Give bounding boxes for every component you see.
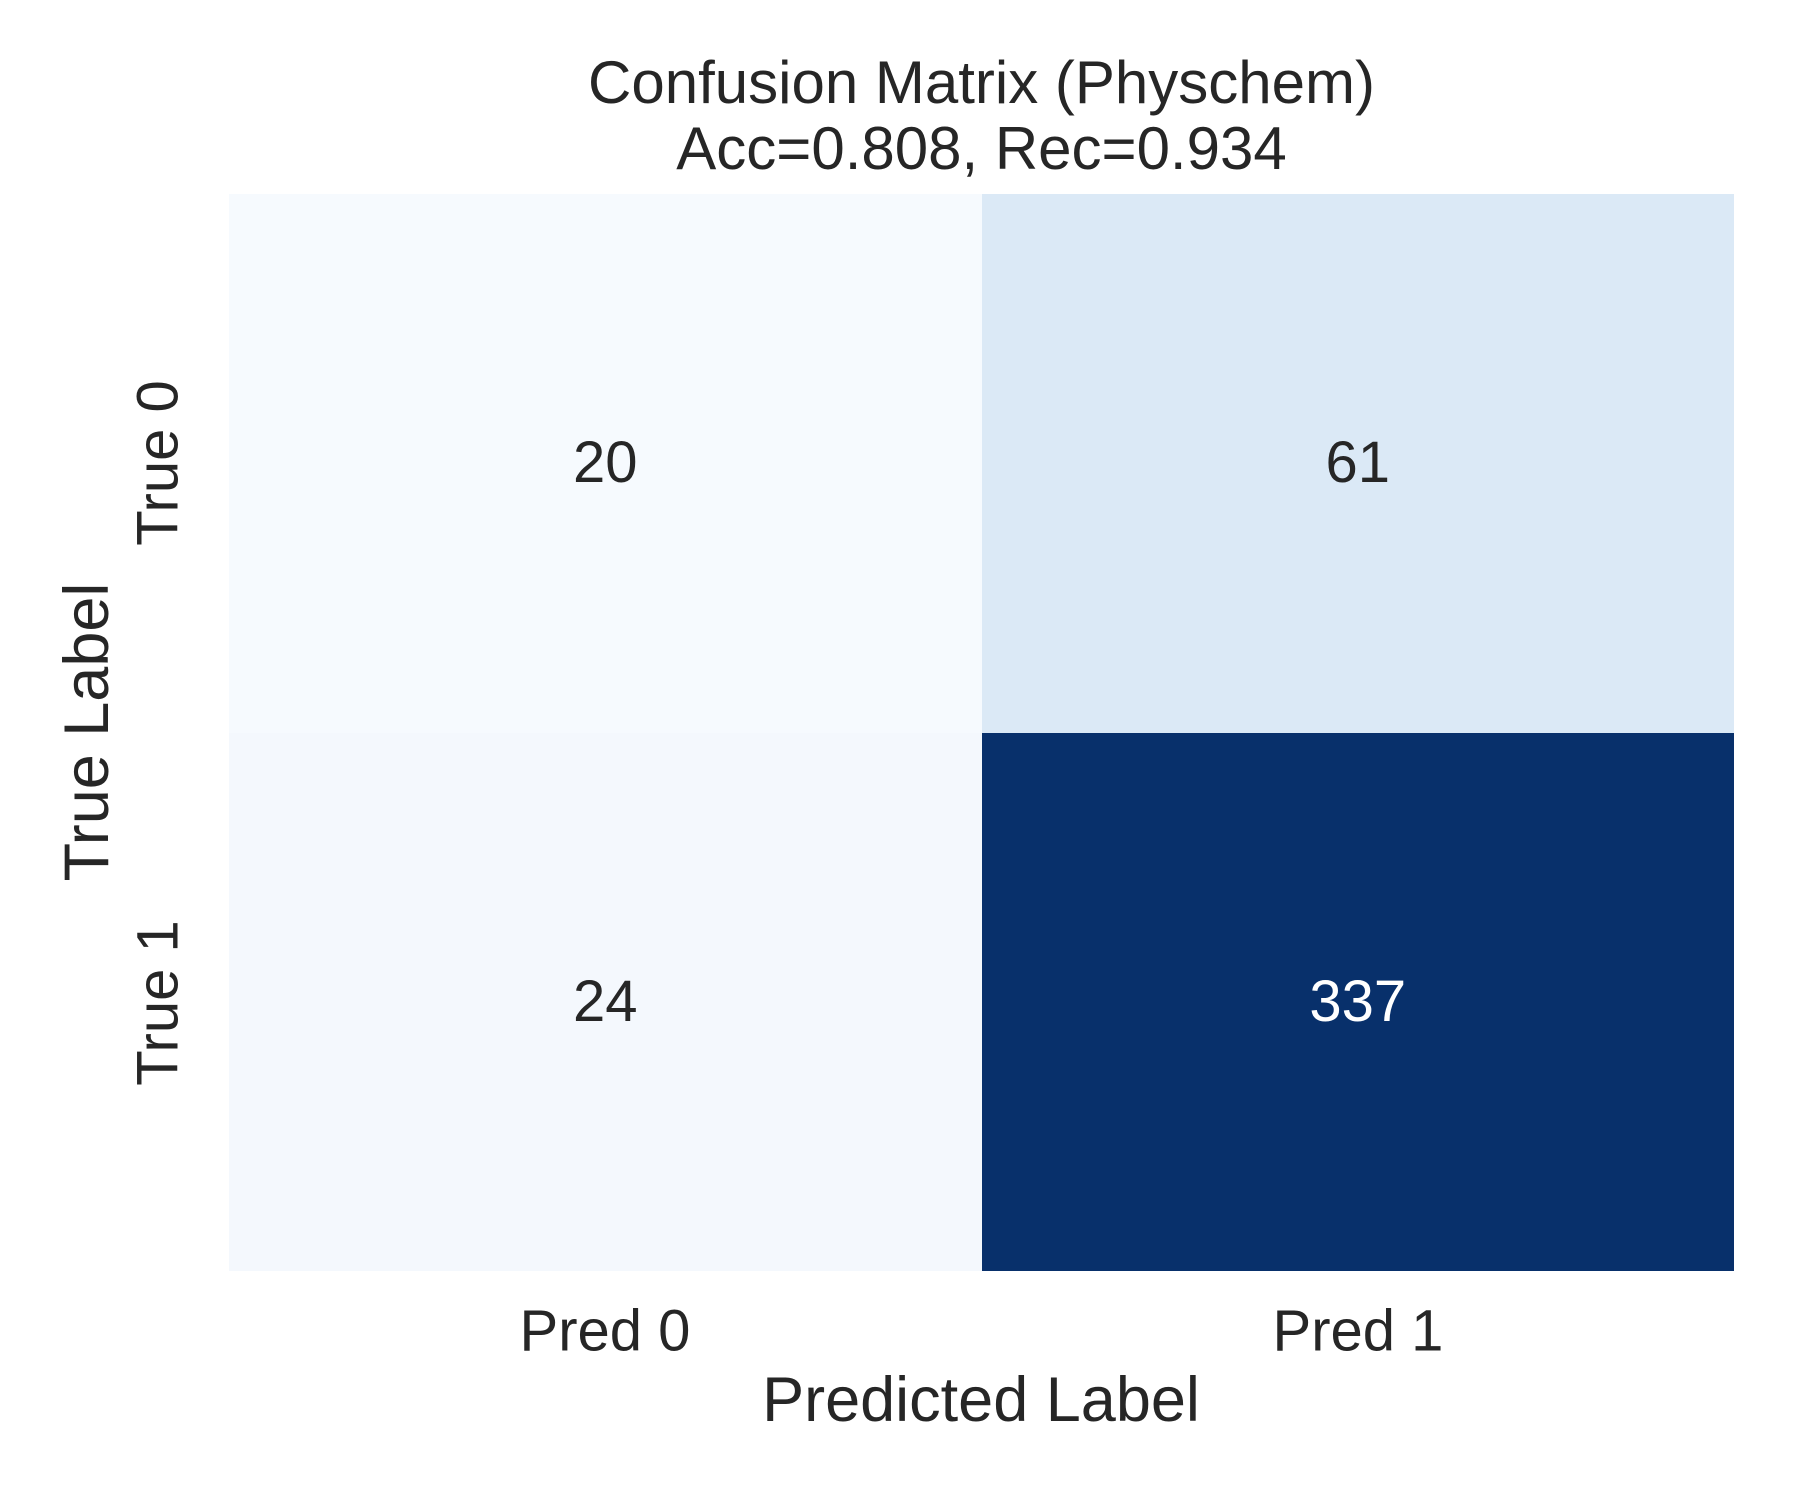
x-tick-pred1: Pred 1	[1272, 1298, 1444, 1364]
cell-value: 61	[1325, 430, 1390, 496]
y-tick-true1: True 1	[125, 920, 191, 1086]
cell-true0-pred1: 61	[981, 194, 1734, 733]
cell-true1-pred0: 24	[229, 732, 982, 1271]
heatmap-grid: 20 61 24 337	[229, 194, 1734, 1271]
chart-title-line1: Confusion Matrix (Physchem)	[588, 49, 1375, 116]
y-tick-true0: True 0	[125, 380, 191, 546]
cell-true0-pred0: 20	[229, 194, 982, 733]
cell-value: 337	[1309, 968, 1407, 1034]
cell-value: 20	[572, 430, 638, 496]
x-tick-pred0: Pred 0	[519, 1298, 691, 1364]
cell-true1-pred1: 337	[981, 732, 1734, 1271]
chart-title-line2: Acc=0.808, Rec=0.934	[676, 115, 1287, 182]
cell-value: 24	[572, 968, 638, 1034]
y-axis-label: True Label	[52, 582, 122, 882]
x-axis-label: Predicted Label	[762, 1365, 1200, 1435]
chart-title: Confusion Matrix (Physchem) Acc=0.808, R…	[229, 50, 1734, 182]
